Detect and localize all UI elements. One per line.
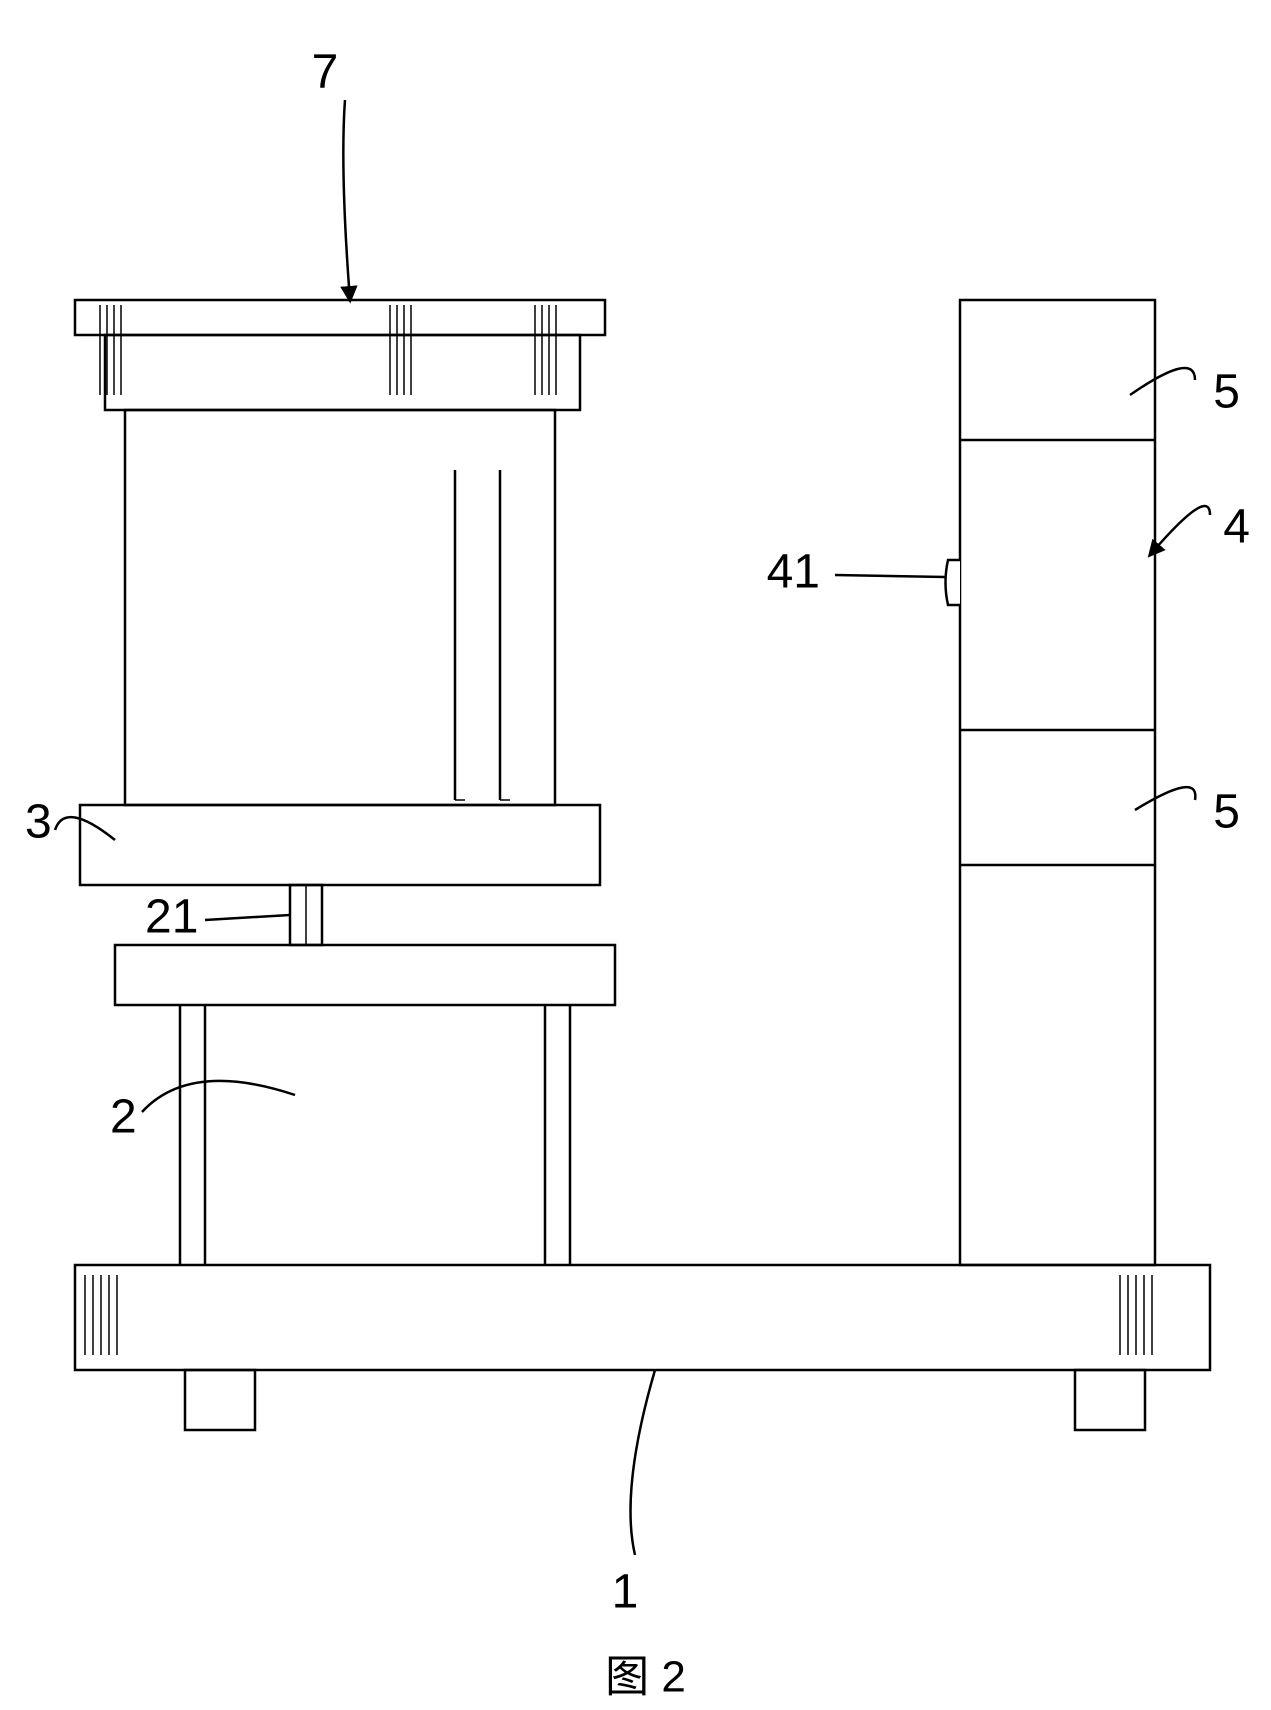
figure-caption: 图 2 [605,1653,686,1702]
label-1: 1 [612,1566,639,1619]
label-2: 2 [110,1091,137,1144]
label-7: 7 [312,46,339,99]
patent-figure: 75441352121图 2 [0,0,1271,1710]
label-5-upper: 5 [1213,366,1240,419]
label-41: 41 [767,546,820,599]
label-4: 4 [1223,501,1250,554]
label-5-lower: 5 [1213,786,1240,839]
label-21: 21 [145,891,198,944]
label-3: 3 [25,796,52,849]
